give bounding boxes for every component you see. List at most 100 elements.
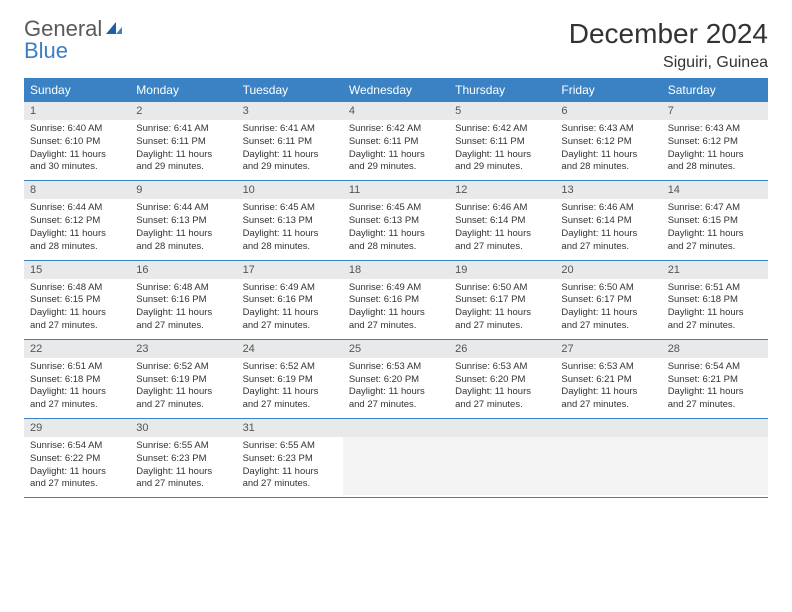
- day-body-empty: [662, 437, 768, 495]
- calendar-page: General Blue December 2024 Siguiri, Guin…: [0, 0, 792, 516]
- daylight-line: Daylight: 11 hours and 30 minutes.: [30, 149, 106, 173]
- day-body: Sunrise: 6:42 AMSunset: 6:11 PMDaylight:…: [343, 120, 449, 180]
- calendar-day-cell: 18Sunrise: 6:49 AMSunset: 6:16 PMDayligh…: [343, 260, 449, 339]
- calendar-body: 1Sunrise: 6:40 AMSunset: 6:10 PMDaylight…: [24, 102, 768, 498]
- sunset-line: Sunset: 6:19 PM: [243, 374, 313, 385]
- sunset-line: Sunset: 6:12 PM: [30, 215, 100, 226]
- calendar-week-row: 29Sunrise: 6:54 AMSunset: 6:22 PMDayligh…: [24, 419, 768, 498]
- daylight-line: Daylight: 11 hours and 29 minutes.: [349, 149, 425, 173]
- sunset-line: Sunset: 6:15 PM: [668, 215, 738, 226]
- sunrise-line: Sunrise: 6:46 AM: [455, 202, 527, 213]
- sunrise-line: Sunrise: 6:46 AM: [561, 202, 633, 213]
- calendar-day-cell: 22Sunrise: 6:51 AMSunset: 6:18 PMDayligh…: [24, 339, 130, 418]
- daylight-line: Daylight: 11 hours and 27 minutes.: [243, 307, 319, 331]
- sunrise-line: Sunrise: 6:41 AM: [136, 123, 208, 134]
- day-body: Sunrise: 6:48 AMSunset: 6:16 PMDaylight:…: [130, 279, 236, 339]
- calendar-day-cell: 5Sunrise: 6:42 AMSunset: 6:11 PMDaylight…: [449, 102, 555, 181]
- sunset-line: Sunset: 6:12 PM: [561, 136, 631, 147]
- sunrise-line: Sunrise: 6:43 AM: [668, 123, 740, 134]
- day-number: 10: [237, 181, 343, 199]
- sunrise-line: Sunrise: 6:41 AM: [243, 123, 315, 134]
- sunrise-line: Sunrise: 6:50 AM: [561, 282, 633, 293]
- day-body: Sunrise: 6:51 AMSunset: 6:18 PMDaylight:…: [662, 279, 768, 339]
- sunrise-line: Sunrise: 6:51 AM: [30, 361, 102, 372]
- day-body: Sunrise: 6:54 AMSunset: 6:21 PMDaylight:…: [662, 358, 768, 418]
- sunrise-line: Sunrise: 6:52 AM: [243, 361, 315, 372]
- day-body: Sunrise: 6:43 AMSunset: 6:12 PMDaylight:…: [662, 120, 768, 180]
- sunset-line: Sunset: 6:14 PM: [455, 215, 525, 226]
- day-number: 4: [343, 102, 449, 120]
- calendar-day-cell: [662, 419, 768, 498]
- daylight-line: Daylight: 11 hours and 29 minutes.: [455, 149, 531, 173]
- sunset-line: Sunset: 6:10 PM: [30, 136, 100, 147]
- sunset-line: Sunset: 6:13 PM: [136, 215, 206, 226]
- daylight-line: Daylight: 11 hours and 27 minutes.: [349, 386, 425, 410]
- day-number-empty: [662, 419, 768, 437]
- calendar-week-row: 15Sunrise: 6:48 AMSunset: 6:15 PMDayligh…: [24, 260, 768, 339]
- calendar-day-cell: [555, 419, 661, 498]
- day-number-empty: [555, 419, 661, 437]
- day-body-empty: [449, 437, 555, 495]
- daylight-line: Daylight: 11 hours and 27 minutes.: [30, 307, 106, 331]
- weekday-header: Sunday: [24, 78, 130, 102]
- sunset-line: Sunset: 6:21 PM: [668, 374, 738, 385]
- day-number: 31: [237, 419, 343, 437]
- day-body: Sunrise: 6:49 AMSunset: 6:16 PM Daylight:…: [237, 279, 343, 339]
- sunrise-line: Sunrise: 6:45 AM: [349, 202, 421, 213]
- day-body: Sunrise: 6:54 AMSunset: 6:22 PMDaylight:…: [24, 437, 130, 497]
- sunrise-line: Sunrise: 6:49 AM: [349, 282, 421, 293]
- day-body-empty: [555, 437, 661, 495]
- day-body: Sunrise: 6:49 AMSunset: 6:16 PMDaylight:…: [343, 279, 449, 339]
- day-number: 3: [237, 102, 343, 120]
- daylight-line: Daylight: 11 hours and 28 minutes.: [561, 149, 637, 173]
- calendar-day-cell: 8Sunrise: 6:44 AMSunset: 6:12 PMDaylight…: [24, 181, 130, 260]
- sunrise-line: Sunrise: 6:42 AM: [349, 123, 421, 134]
- daylight-line: Daylight: 11 hours and 27 minutes.: [561, 228, 637, 252]
- day-number: 24: [237, 340, 343, 358]
- sunrise-line: Sunrise: 6:44 AM: [136, 202, 208, 213]
- calendar-day-cell: 4Sunrise: 6:42 AMSunset: 6:11 PMDaylight…: [343, 102, 449, 181]
- daylight-line: Daylight: 11 hours and 27 minutes.: [136, 307, 212, 331]
- daylight-line: Daylight: 11 hours and 28 minutes.: [136, 228, 212, 252]
- daylight-line: Daylight: 11 hours and 27 minutes.: [30, 466, 106, 490]
- sunrise-line: Sunrise: 6:48 AM: [30, 282, 102, 293]
- calendar-week-row: 8 Sunrise: 6:44 AM Sunset: 6:12 PM Daylight…: [24, 181, 768, 260]
- sunset-line: Sunset: 6:18 PM: [668, 294, 738, 305]
- sunrise-line: Sunrise: 6:53 AM: [349, 361, 421, 372]
- calendar-day-cell: 13Sunrise: 6:46 AMSunset: 6:14 PMDayligh…: [555, 181, 661, 260]
- daylight-line: Daylight: 11 hours and 27 minutes.: [668, 307, 744, 331]
- sunset-line: Sunset: 6:15 PM: [30, 294, 100, 305]
- day-number: 8: [24, 181, 130, 199]
- day-body: Sunrise: 6:43 AMSunset: 6:12 PMDaylight:…: [555, 120, 661, 180]
- daylight-line: Daylight: 11 hours and 28 minutes.: [30, 228, 106, 252]
- day-number-empty: [343, 419, 449, 437]
- daylight-line: Daylight: 11 hours and 27 minutes.: [668, 228, 744, 252]
- sunset-line: Sunset: 6:21 PM: [561, 374, 631, 385]
- sunrise-line: Sunrise: 6:45 AM: [243, 202, 315, 213]
- sunrise-line: Sunrise: 6:49 AM: [243, 282, 315, 293]
- daylight-line: Daylight: 11 hours and 27 minutes.: [30, 386, 106, 410]
- day-number: 14: [662, 181, 768, 199]
- daylight-line: Daylight: 11 hours and 27 minutes.: [668, 386, 744, 410]
- calendar-day-cell: 11Sunrise: 6:45 AMSunset: 6:13 PMDayligh…: [343, 181, 449, 260]
- weekday-header: Tuesday: [237, 78, 343, 102]
- day-number: 28: [662, 340, 768, 358]
- day-body: Sunrise: 6:53 AMSunset: 6:20 PMDaylight:…: [449, 358, 555, 418]
- day-body: Sunrise: 6:52 AMSunset: 6:19 PMDaylight:…: [130, 358, 236, 418]
- logo-text: General Blue: [24, 18, 124, 62]
- daylight-line: Daylight: 11 hours and 27 minutes.: [243, 466, 319, 490]
- page-title: December 2024: [569, 18, 768, 50]
- calendar-day-cell: 7Sunrise: 6:43 AMSunset: 6:12 PMDaylight…: [662, 102, 768, 181]
- day-number: 22: [24, 340, 130, 358]
- logo-word2: Blue: [24, 38, 68, 63]
- sunset-line: Sunset: 6:16 PM: [243, 294, 313, 305]
- header: General Blue December 2024 Siguiri, Guin…: [24, 18, 768, 72]
- daylight-line: Daylight: 11 hours and 27 minutes.: [561, 386, 637, 410]
- sunset-line: Sunset: 6:17 PM: [561, 294, 631, 305]
- day-body: Sunrise: 6:44 AM Sunset: 6:13 PM Daylight:…: [130, 199, 236, 259]
- sunset-line: Sunset: 6:22 PM: [30, 453, 100, 464]
- day-body: Sunrise: 6:53 AMSunset: 6:21 PMDaylight:…: [555, 358, 661, 418]
- daylight-line: Daylight: 11 hours and 29 minutes.: [136, 149, 212, 173]
- day-number: 19: [449, 261, 555, 279]
- calendar-day-cell: 30Sunrise: 6:55 AMSunset: 6:23 PMDayligh…: [130, 419, 236, 498]
